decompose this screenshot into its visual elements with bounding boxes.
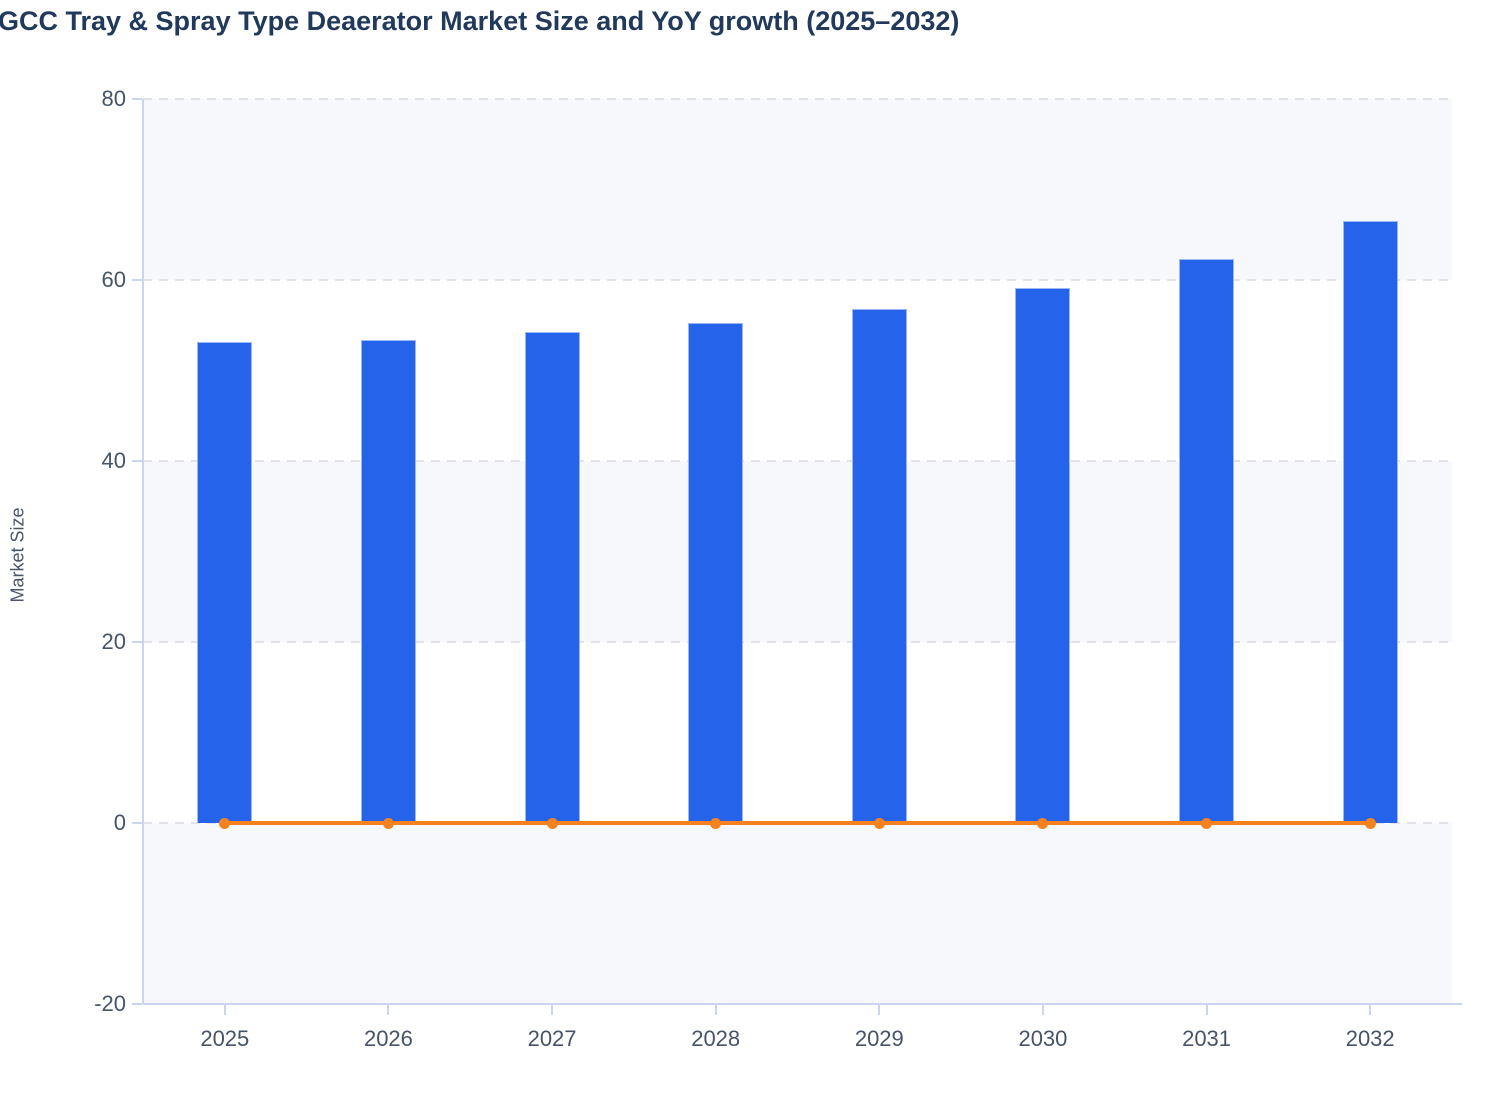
x-tick-mark	[551, 1004, 554, 1015]
x-tick-label: 2030	[1018, 1026, 1068, 1051]
yoy-growth-line	[224, 820, 1371, 826]
y-tick-label: -20	[94, 991, 126, 1016]
y-tick-mark	[132, 279, 142, 281]
x-tick-mark	[1041, 1004, 1044, 1015]
bar-2029[interactable]	[851, 308, 907, 823]
y-tick-mark	[132, 641, 142, 643]
x-tick-mark	[387, 1004, 390, 1015]
yoy-growth-point-2030[interactable]	[1037, 817, 1049, 829]
gridline	[143, 98, 1452, 100]
x-tick-mark	[1369, 1004, 1372, 1015]
chart-title: GCC Tray & Spray Type Deaerator Market S…	[0, 6, 960, 36]
plot-area	[142, 98, 1462, 1005]
y-axis-title: Market Size	[7, 507, 28, 603]
plot-band	[143, 461, 1452, 642]
x-tick-label: 2029	[854, 1026, 904, 1051]
y-tick-label: 40	[101, 448, 126, 473]
bar-2031[interactable]	[1179, 259, 1235, 823]
yoy-growth-point-2031[interactable]	[1201, 817, 1213, 829]
y-tick-label: 80	[101, 86, 126, 111]
bar-2028[interactable]	[688, 323, 744, 823]
bar-2030[interactable]	[1015, 288, 1071, 823]
y-tick-mark	[132, 822, 142, 824]
x-tick-label: 2032	[1345, 1026, 1395, 1051]
plot-band	[143, 823, 1452, 1004]
y-tick-label: 0	[113, 810, 126, 835]
x-tick-label: 2026	[363, 1026, 413, 1051]
bar-2026[interactable]	[360, 339, 416, 823]
x-tick-mark	[714, 1004, 717, 1015]
x-tick-mark	[1205, 1004, 1208, 1015]
y-tick-label: 60	[101, 267, 126, 292]
bar-2027[interactable]	[524, 332, 580, 823]
gridline	[143, 460, 1452, 462]
gridline	[143, 279, 1452, 281]
yoy-growth-point-2032[interactable]	[1364, 817, 1376, 829]
yoy-growth-point-2026[interactable]	[382, 817, 394, 829]
x-tick-mark	[878, 1004, 881, 1015]
x-tick-mark	[223, 1004, 226, 1015]
yoy-growth-point-2027[interactable]	[546, 817, 558, 829]
x-tick-label: 2027	[527, 1026, 577, 1051]
yoy-growth-point-2029[interactable]	[873, 817, 885, 829]
yoy-growth-point-2028[interactable]	[710, 817, 722, 829]
y-axis-line	[142, 99, 144, 1004]
bar-2025[interactable]	[197, 341, 253, 823]
bar-2032[interactable]	[1342, 221, 1398, 823]
y-tick-mark	[132, 1003, 142, 1005]
y-tick-mark	[132, 460, 142, 462]
x-tick-label: 2028	[691, 1026, 741, 1051]
gridline	[143, 641, 1452, 643]
y-tick-label: 20	[101, 629, 126, 654]
y-tick-mark	[132, 98, 142, 100]
plot-band	[143, 99, 1452, 280]
x-tick-label: 2025	[200, 1026, 250, 1051]
x-tick-label: 2031	[1182, 1026, 1232, 1051]
x-axis-line	[143, 1003, 1462, 1005]
yoy-growth-point-2025[interactable]	[219, 817, 231, 829]
